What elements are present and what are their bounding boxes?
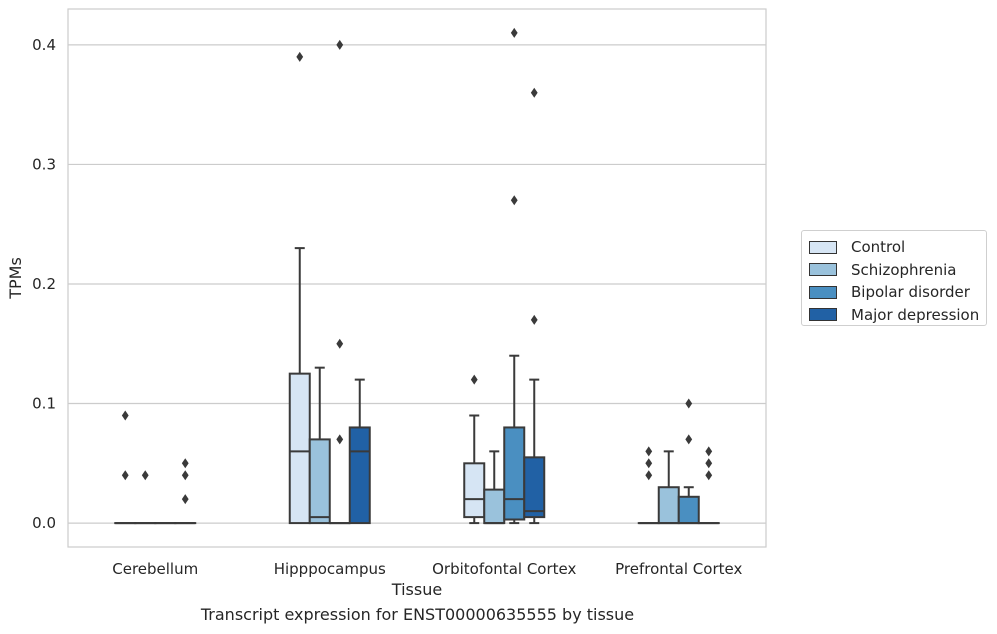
box-1-0 [134, 470, 157, 525]
grid-lines [68, 44, 766, 524]
figure-caption: Transcript expression for ENST0000063555… [200, 605, 635, 624]
outlier-point [645, 470, 653, 481]
outlier-point [510, 195, 518, 206]
outlier-point [181, 470, 189, 481]
box [677, 495, 700, 525]
outlier-point [336, 338, 344, 349]
outlier-point [705, 446, 713, 457]
y-tick-label: 0.1 [32, 395, 56, 413]
legend: Control Schizophrenia Bipolar disorder M… [801, 230, 987, 326]
legend-label: Control [851, 238, 906, 257]
box [483, 488, 506, 525]
x-tick-label: Cerebellum [112, 560, 198, 578]
legend-swatch [809, 263, 837, 277]
legend-label: Schizophrenia [851, 260, 957, 279]
box [523, 456, 546, 519]
box-1-3 [657, 450, 680, 525]
legend-item-control: Control [809, 236, 986, 259]
outlier-point [121, 470, 129, 481]
box [288, 372, 311, 525]
outlier-point [705, 458, 713, 469]
box-3-1 [348, 378, 371, 525]
outlier-point [296, 51, 304, 62]
box [308, 438, 331, 525]
y-axis-label: TPMs [6, 257, 25, 300]
legend-swatch [809, 308, 837, 322]
legend-swatch [809, 240, 837, 254]
box-3-2 [523, 87, 546, 525]
box-1-2 [483, 450, 506, 525]
outlier-point [141, 470, 149, 481]
y-tick-label: 0.2 [32, 275, 56, 293]
box [503, 426, 526, 521]
x-tick-label: Hipppocampus [274, 560, 386, 578]
box-0-2 [463, 374, 486, 525]
outlier-point [181, 494, 189, 505]
box-2-2 [503, 27, 526, 525]
outlier-point [510, 27, 518, 38]
outlier-point [530, 87, 538, 98]
outlier-point [336, 39, 344, 50]
box [348, 426, 371, 525]
outlier-point [645, 446, 653, 457]
legend-item-major-depression: Major depression [809, 304, 986, 327]
box-2-3 [677, 398, 700, 525]
x-tick-label: Prefrontal Cortex [615, 560, 742, 578]
outlier-point [470, 374, 478, 385]
axes: 0.0 0.1 0.2 0.3 0.4 Cerebellum Hipppocampus Orb… [6, 36, 742, 599]
legend-item-bipolar-disorder: Bipolar disorder [809, 281, 986, 304]
y-tick-label: 0.4 [32, 36, 56, 54]
y-tick-label: 0.3 [32, 155, 56, 173]
legend-swatch [809, 285, 837, 299]
outlier-point [685, 434, 693, 445]
box-3-0 [174, 458, 197, 525]
outlier-point [530, 314, 538, 325]
box [657, 486, 680, 525]
box-0-1 [288, 51, 311, 525]
chart-marks [114, 27, 720, 525]
legend-label: Bipolar disorder [851, 283, 970, 302]
box-3-3 [697, 446, 720, 525]
outlier-point [685, 398, 693, 409]
y-tick-label: 0.0 [32, 514, 56, 532]
outlier-point [705, 470, 713, 481]
x-axis-label: Tissue [391, 580, 442, 599]
legend-label: Major depression [851, 305, 980, 324]
box-1-1 [308, 366, 331, 525]
x-tick-label: Orbitofontal Cortex [432, 560, 576, 578]
outlier-point [181, 458, 189, 469]
box-0-0 [114, 410, 137, 525]
legend-item-schizophrenia: Schizophrenia [809, 259, 986, 282]
outlier-point [121, 410, 129, 421]
box-2-1 [328, 39, 351, 525]
plot-area-frame [67, 8, 767, 548]
outlier-point [336, 434, 344, 445]
box [463, 462, 486, 519]
box-0-3 [637, 446, 660, 525]
outlier-point [645, 458, 653, 469]
